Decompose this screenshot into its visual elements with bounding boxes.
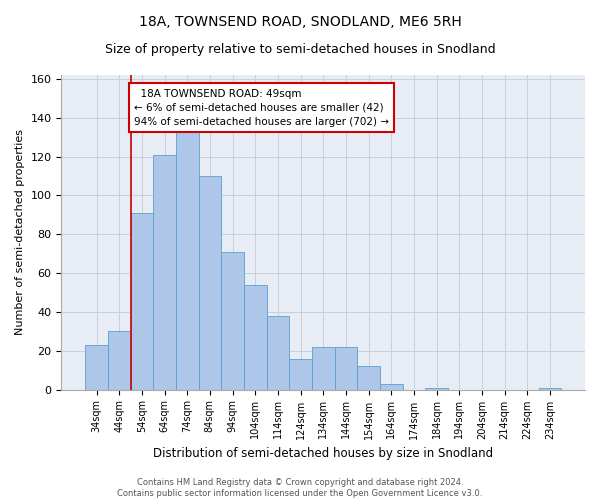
Bar	[108, 332, 131, 390]
Text: 18A TOWNSEND ROAD: 49sqm
← 6% of semi-detached houses are smaller (42)
94% of se: 18A TOWNSEND ROAD: 49sqm ← 6% of semi-de…	[134, 88, 389, 126]
Bar	[244, 284, 266, 390]
Y-axis label: Number of semi-detached properties: Number of semi-detached properties	[15, 130, 25, 336]
X-axis label: Distribution of semi-detached houses by size in Snodland: Distribution of semi-detached houses by …	[153, 447, 493, 460]
Bar	[85, 345, 108, 390]
Bar	[357, 366, 380, 390]
Bar	[153, 154, 176, 390]
Text: 18A, TOWNSEND ROAD, SNODLAND, ME6 5RH: 18A, TOWNSEND ROAD, SNODLAND, ME6 5RH	[139, 15, 461, 29]
Text: Size of property relative to semi-detached houses in Snodland: Size of property relative to semi-detach…	[104, 42, 496, 56]
Bar	[380, 384, 403, 390]
Bar	[199, 176, 221, 390]
Bar	[335, 347, 357, 390]
Bar	[289, 358, 312, 390]
Bar	[176, 132, 199, 390]
Bar	[539, 388, 561, 390]
Bar	[131, 213, 153, 390]
Bar	[266, 316, 289, 390]
Bar	[425, 388, 448, 390]
Bar	[312, 347, 335, 390]
Text: Contains HM Land Registry data © Crown copyright and database right 2024.
Contai: Contains HM Land Registry data © Crown c…	[118, 478, 482, 498]
Bar	[221, 252, 244, 390]
